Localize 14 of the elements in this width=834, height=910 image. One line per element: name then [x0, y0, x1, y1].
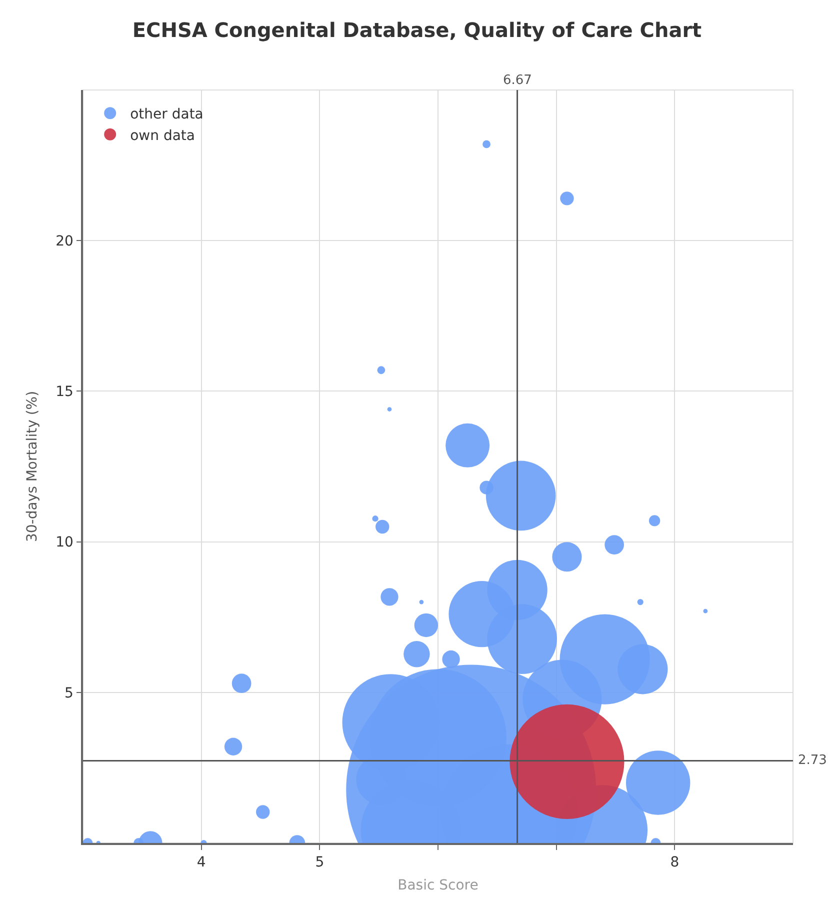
y-axis-title: 30-days Mortality (%) [24, 390, 41, 542]
ref-line-label: 6.67 [503, 73, 532, 88]
y-tick-label: 15 [56, 384, 74, 400]
y-tick-label: 20 [56, 234, 74, 250]
y-tick-label: 5 [64, 685, 74, 702]
x-axis-title: Basic Score [398, 877, 478, 894]
x-tick-label: 8 [670, 854, 680, 871]
legend-label: other data [130, 106, 204, 123]
ref-line-label: 2.73 [798, 753, 827, 768]
legend-label: own data [130, 128, 195, 144]
x-tick-label: 4 [196, 854, 206, 871]
x-tick-label: 5 [315, 854, 324, 871]
chart-title: ECHSA Congenital Database, Quality of Care Chart [132, 18, 702, 42]
y-tick-label: 10 [56, 534, 74, 551]
